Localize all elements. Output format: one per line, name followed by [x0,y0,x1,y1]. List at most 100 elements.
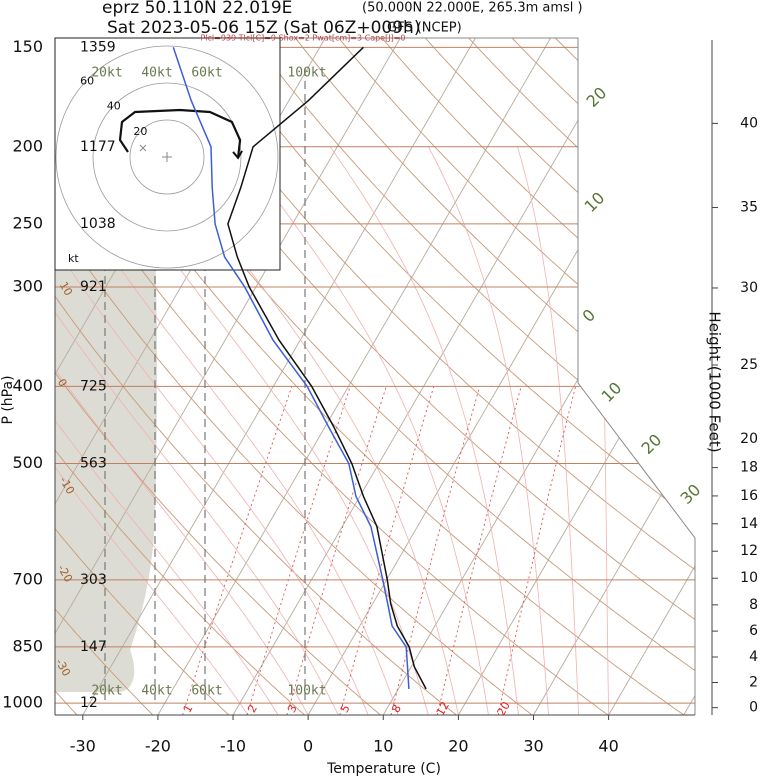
moist-adiabat [158,146,459,715]
x-tick-label: -10 [220,737,246,756]
y-tick-label: 700 [12,569,43,588]
y2-tick-label: 14 [740,516,758,532]
moist-adiabat [517,146,579,715]
y2-tick-label: 25 [740,357,758,373]
hodograph-center [162,152,172,162]
indices: Plcl=939 Tlcl[C]=9 Shox=2 Pwat[cm]=3 Cap… [200,34,405,43]
moist-adiabat [55,146,279,715]
moist-adiabat [237,146,489,715]
height-label: 1177 [80,139,116,155]
y2-tick-label: 10 [740,570,758,586]
ring-label: 40 [107,100,121,113]
dry-adiabat [685,38,695,715]
x-tick-label: 30 [523,737,543,756]
y2-tick-label: 35 [740,200,758,216]
moist-adiabat [55,146,399,715]
hodograph-ring [92,82,242,232]
isotherm [307,38,695,715]
hodograph-unit: kt [68,252,79,265]
moist-adiabat [55,146,369,715]
y-tick-label: 500 [12,453,43,472]
subtitle: Sat 2023-05-06 15Z (Sat 06Z+009h) [107,18,420,38]
height-label: 563 [80,456,107,472]
isotherm-label: 20 [583,83,611,111]
y2-tick-label: 6 [749,623,758,639]
x-tick-label: 20 [448,737,468,756]
dry-adiabat [55,38,685,715]
y2-tick-label: 12 [740,543,758,559]
isotherm [533,38,695,715]
dry-adiabat [55,38,533,715]
moist-adiabat [55,146,339,715]
y2-tick-label: 20 [740,431,758,447]
location-note: (50.000N 22.000E, 265.3m amsl ) [362,1,583,16]
ring-label: 60 [80,75,94,88]
y-tick-label: 150 [12,37,43,56]
speed-label: 100kt [287,684,326,699]
y2-axis-label: Height (1000 Feet) [706,311,724,452]
dry-adiabat [295,38,695,715]
model: GFS (NCEP) [387,21,462,36]
y-tick-label: 400 [12,376,43,395]
speed-label: 40kt [141,684,172,699]
x-axis-label: Temperature (C) [326,761,441,777]
y2-tick-label: 30 [740,280,758,296]
isotherm-label: 10 [598,378,626,406]
dry-adiabat [729,38,768,715]
height-label: 1038 [80,216,116,232]
x-tick-label: -20 [145,737,171,756]
y-tick-label: 1000 [2,693,43,712]
y2-tick-label: 0 [749,700,758,716]
height-label: 147 [80,639,107,655]
speed-label: 20kt [91,684,122,699]
hodograph-arrow [232,150,243,160]
plot-border [55,37,696,715]
mixing-ratio-line [339,386,435,715]
x-tick-label: 10 [373,737,393,756]
dry-adiabat [55,38,457,715]
isotherm-label: 30 [677,480,705,508]
isotherm [683,38,695,715]
moist-adiabat [55,146,249,715]
speed-label: 100kt [287,66,326,81]
mixing-ratio-line [436,386,522,715]
dry-adiabat [165,38,695,715]
storm-motion-mark [139,144,147,152]
hodograph-line [118,108,242,159]
moist-adiabat [329,146,519,715]
height-label: 921 [80,279,107,295]
dry-adiabat [55,38,609,715]
mixing-ratio-label: 12 [434,699,452,718]
hodograph-ring [129,119,205,195]
y2-tick-label: 8 [749,597,758,613]
moist-adiabat [55,146,309,715]
ring-label: 20 [133,125,147,138]
dry-adiabat [121,38,695,715]
height-label: 725 [80,378,107,394]
isotherm-label: 0 [579,305,600,326]
hodograph-ring [55,45,279,269]
isotherm [55,38,401,715]
mixing-ratio-line [390,386,481,715]
y2-tick-label: 4 [749,649,758,665]
speed-label: 40kt [141,66,172,81]
dry-adiabat [338,38,695,715]
y-tick-label: 200 [12,136,43,155]
dry-adiabat [55,38,230,715]
isotherm [608,38,695,715]
height-label: 12 [80,695,98,711]
dry-adiabat [598,38,695,715]
y-tick-label: 300 [12,276,43,295]
isotherm-label: 20 [638,430,666,458]
profile-line [172,47,410,690]
y2-tick-label: 2 [749,675,758,691]
dry-adiabat [208,38,695,715]
dry-adiabat [55,38,154,715]
moist-adiabat [428,146,549,715]
isotherm-label: 10 [581,188,609,216]
speed-label: 60kt [191,66,222,81]
x-tick-label: -30 [70,737,96,756]
mixing-ratio-line [182,386,293,715]
